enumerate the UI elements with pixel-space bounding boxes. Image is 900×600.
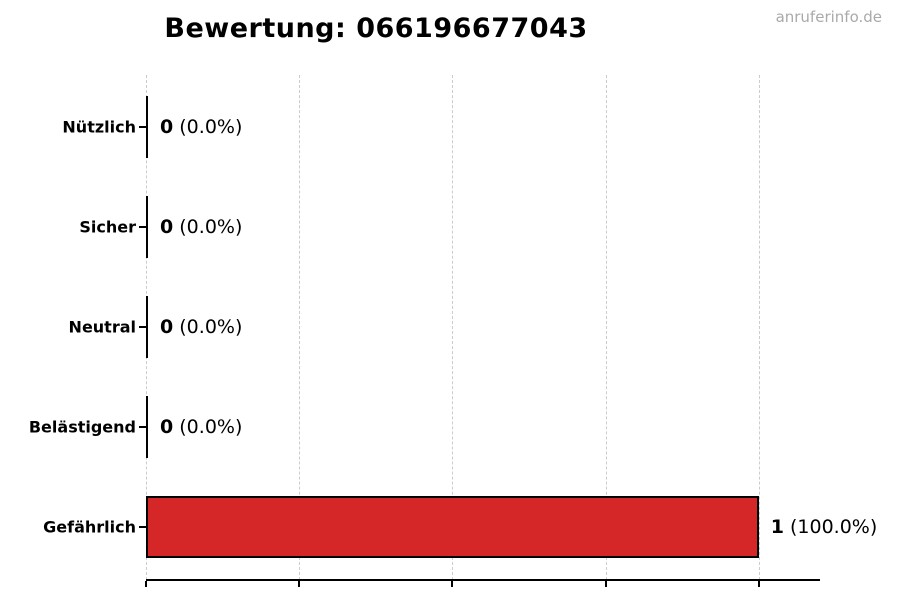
x-gridline xyxy=(452,75,454,580)
x-axis-tick xyxy=(451,581,454,587)
x-axis-tick xyxy=(604,581,607,587)
value-count: 0 xyxy=(160,416,174,438)
category-label: Neutral xyxy=(68,317,136,337)
value-count: 0 xyxy=(160,216,174,238)
value-count: 0 xyxy=(160,116,174,138)
y-axis-tick xyxy=(139,526,146,528)
value-percent: (0.0%) xyxy=(173,116,243,138)
category-label: Sicher xyxy=(79,217,136,237)
value-label: 1 (100.0%) xyxy=(771,516,878,538)
value-percent: (0.0%) xyxy=(173,416,243,438)
value-label: 0 (0.0%) xyxy=(160,116,242,138)
category-label: Belästigend xyxy=(28,417,136,437)
x-gridline xyxy=(758,75,760,580)
y-axis-tick xyxy=(139,326,146,328)
bar xyxy=(146,296,148,358)
bar xyxy=(146,496,759,558)
value-label: 0 (0.0%) xyxy=(160,416,242,438)
chart-title: Bewertung: 066196677043 xyxy=(164,13,588,44)
plot-area: Nützlich 0 (0.0%) Sicher 0 (0.0%) Neutral 0 (… xyxy=(29,75,877,587)
x-axis-line xyxy=(146,579,820,581)
value-label: 0 (0.0%) xyxy=(160,216,242,238)
x-axis-tick xyxy=(298,581,301,587)
y-axis-tick xyxy=(139,126,146,128)
x-gridline xyxy=(605,75,607,580)
category-label: Gefährlich xyxy=(43,517,136,537)
x-gridline xyxy=(299,75,301,580)
value-count: 1 xyxy=(770,516,784,538)
value-count: 0 xyxy=(160,316,174,338)
y-axis-tick xyxy=(139,226,146,228)
bar xyxy=(146,396,148,458)
category-label: Nützlich xyxy=(62,117,136,137)
watermark: anruferinfo.de xyxy=(775,8,882,26)
value-percent: (100.0%) xyxy=(783,516,878,538)
x-axis-tick xyxy=(145,581,147,587)
y-axis-tick xyxy=(139,426,146,428)
value-percent: (0.0%) xyxy=(173,216,243,238)
bar xyxy=(146,96,148,158)
value-label: 0 (0.0%) xyxy=(160,316,242,338)
x-axis-tick xyxy=(757,581,760,587)
bar xyxy=(146,196,148,258)
value-percent: (0.0%) xyxy=(173,316,243,338)
